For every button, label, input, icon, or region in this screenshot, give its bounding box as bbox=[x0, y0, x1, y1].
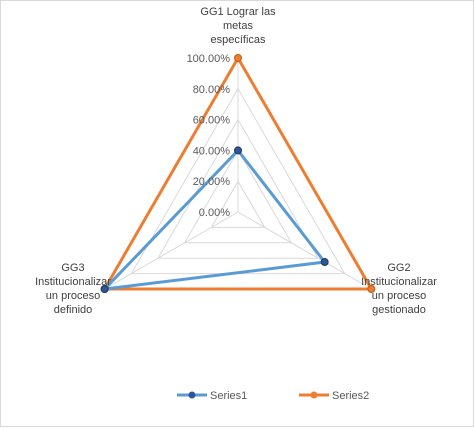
category-labels: GG1 Lograr las metas específicas GG2 Institu… bbox=[35, 6, 437, 316]
grid-ring bbox=[210, 180, 266, 228]
category-label: GG2 Institucionalizar un proceso gestionado bbox=[361, 262, 437, 316]
series-line-series2 bbox=[102, 55, 374, 291]
series-point-series1 bbox=[320, 258, 329, 267]
tick-label: 60.00% bbox=[193, 115, 231, 127]
tick-label: 80.00% bbox=[193, 84, 231, 96]
legend-marker-series1 bbox=[188, 391, 196, 399]
series-line-series1 bbox=[100, 148, 328, 292]
legend-marker-series2 bbox=[310, 391, 318, 399]
legend-label-series2: Series2 bbox=[332, 390, 369, 402]
grid bbox=[103, 57, 373, 290]
series-point-series2 bbox=[367, 285, 376, 293]
tick-label: 40.00% bbox=[193, 145, 231, 157]
legend: Series1 Series2 bbox=[177, 390, 369, 402]
series-point-series1 bbox=[100, 285, 109, 293]
grid-ring bbox=[183, 149, 293, 244]
series-layer bbox=[100, 54, 376, 293]
grid-spoke bbox=[104, 211, 239, 290]
category-label: GG3 Institucionalizar un proceso definido bbox=[35, 262, 111, 316]
tick-label: 20.00% bbox=[193, 176, 231, 188]
legend-label-series1: Series1 bbox=[210, 390, 247, 402]
category-label: GG1 Lograr las metas específicas bbox=[200, 6, 276, 46]
series-point-series1 bbox=[234, 146, 242, 155]
tick-label: 0.00% bbox=[199, 207, 230, 219]
grid-spoke bbox=[237, 211, 372, 290]
tick-label: 100.00% bbox=[187, 53, 231, 65]
grid-ring bbox=[157, 118, 319, 259]
series-point-series2 bbox=[234, 54, 242, 62]
tick-labels: 0.00% 20.00% 40.00% 60.00% 80.00% 100.00% bbox=[187, 53, 231, 219]
